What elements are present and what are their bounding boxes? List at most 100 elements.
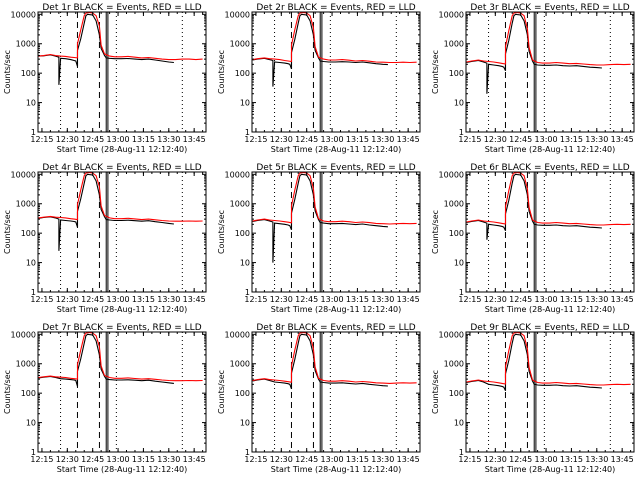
plot-frame bbox=[251, 11, 421, 133]
y-axis-label: Counts/sec bbox=[431, 370, 440, 414]
x-tick-label: 12:30 bbox=[56, 135, 79, 144]
y-tick-label: 1000 bbox=[16, 360, 36, 369]
x-axis-label: Start Time (28-Aug-11 12:12:40) bbox=[57, 465, 188, 474]
y-tick-label: 10 bbox=[454, 259, 464, 268]
x-tick-label: 13:00 bbox=[535, 295, 558, 304]
x-tick-label: 13:45 bbox=[397, 135, 420, 144]
plot-frame bbox=[37, 171, 207, 293]
y-tick-label: 10 bbox=[240, 419, 250, 428]
y-axis-label: Counts/sec bbox=[3, 370, 12, 414]
y-tick-label: 100 bbox=[449, 389, 464, 398]
y-axis-label: Counts/sec bbox=[3, 210, 12, 254]
y-tick-label: 1000 bbox=[16, 40, 36, 49]
panel-title: Det 7r BLACK = Events, RED = LLD bbox=[42, 323, 201, 333]
x-tick-label: 13:15 bbox=[560, 135, 583, 144]
panel-title: Det 4r BLACK = Events, RED = LLD bbox=[42, 163, 201, 173]
series-line-events bbox=[466, 13, 602, 94]
x-tick-label: 13:45 bbox=[183, 455, 206, 464]
series-line-lld bbox=[466, 12, 631, 66]
x-tick-label: 12:30 bbox=[270, 295, 293, 304]
y-tick-label: 10000 bbox=[11, 330, 36, 339]
x-tick-label: 13:15 bbox=[132, 455, 155, 464]
y-tick-label: 100 bbox=[21, 229, 36, 238]
series-line-lld bbox=[252, 172, 417, 225]
series-line-events bbox=[38, 173, 174, 251]
series-line-lld bbox=[38, 172, 203, 222]
x-tick-label: 13:30 bbox=[157, 455, 180, 464]
y-tick-label: 100 bbox=[449, 69, 464, 78]
y-tick-label: 1000 bbox=[444, 360, 464, 369]
x-tick-label: 13:00 bbox=[107, 135, 130, 144]
x-tick-label: 13:00 bbox=[107, 295, 130, 304]
y-tick-label: 100 bbox=[21, 389, 36, 398]
y-tick-label: 100 bbox=[235, 229, 250, 238]
series-line-lld bbox=[466, 332, 631, 386]
x-tick-label: 13:15 bbox=[132, 295, 155, 304]
x-tick-label: 12:30 bbox=[56, 295, 79, 304]
plot-frame bbox=[251, 331, 421, 453]
x-tick-label: 13:45 bbox=[611, 455, 634, 464]
x-axis-label: Start Time (28-Aug-11 12:12:40) bbox=[485, 145, 616, 154]
x-tick-label: 12:45 bbox=[509, 135, 532, 144]
x-tick-label: 13:00 bbox=[321, 295, 344, 304]
y-tick-label: 1 bbox=[459, 128, 464, 137]
y-tick-label: 100 bbox=[235, 389, 250, 398]
y-tick-label: 10000 bbox=[439, 10, 464, 19]
x-tick-label: 13:45 bbox=[183, 295, 206, 304]
x-tick-label: 12:45 bbox=[295, 295, 318, 304]
y-tick-label: 10 bbox=[26, 259, 36, 268]
y-tick-label: 10 bbox=[240, 259, 250, 268]
y-tick-label: 1 bbox=[459, 448, 464, 457]
y-axis-label: Counts/sec bbox=[217, 50, 226, 94]
y-tick-label: 10 bbox=[26, 419, 36, 428]
y-axis-label: Counts/sec bbox=[217, 370, 226, 414]
x-tick-label: 13:45 bbox=[397, 455, 420, 464]
y-axis-label: Counts/sec bbox=[431, 50, 440, 94]
y-tick-label: 1 bbox=[31, 288, 36, 297]
y-tick-label: 1 bbox=[31, 448, 36, 457]
x-tick-label: 13:00 bbox=[321, 135, 344, 144]
y-tick-label: 10000 bbox=[225, 10, 250, 19]
x-axis-label: Start Time (28-Aug-11 12:12:40) bbox=[57, 145, 188, 154]
x-tick-label: 12:30 bbox=[270, 455, 293, 464]
series-line-events bbox=[466, 173, 602, 240]
series-line-lld bbox=[252, 332, 417, 384]
x-tick-label: 12:15 bbox=[244, 295, 267, 304]
x-tick-label: 13:45 bbox=[397, 295, 420, 304]
series-line-lld bbox=[252, 12, 417, 64]
y-tick-label: 1 bbox=[459, 288, 464, 297]
y-tick-label: 1000 bbox=[230, 40, 250, 49]
x-tick-label: 13:15 bbox=[346, 455, 369, 464]
y-tick-label: 100 bbox=[21, 69, 36, 78]
x-axis-label: Start Time (28-Aug-11 12:12:40) bbox=[271, 145, 402, 154]
x-tick-label: 12:45 bbox=[295, 455, 318, 464]
y-tick-label: 10000 bbox=[225, 330, 250, 339]
plot-frame bbox=[37, 11, 207, 133]
x-axis-label: Start Time (28-Aug-11 12:12:40) bbox=[485, 305, 616, 314]
x-tick-label: 12:30 bbox=[484, 455, 507, 464]
x-tick-label: 12:15 bbox=[458, 295, 481, 304]
x-tick-label: 12:15 bbox=[458, 135, 481, 144]
x-tick-label: 13:00 bbox=[107, 455, 130, 464]
y-tick-label: 1000 bbox=[16, 200, 36, 209]
series-line-events bbox=[252, 13, 388, 87]
x-axis-label: Start Time (28-Aug-11 12:12:40) bbox=[271, 465, 402, 474]
x-tick-label: 13:00 bbox=[535, 135, 558, 144]
x-tick-label: 12:15 bbox=[244, 135, 267, 144]
x-tick-label: 13:15 bbox=[132, 135, 155, 144]
y-tick-label: 10 bbox=[26, 99, 36, 108]
panel-title: Det 5r BLACK = Events, RED = LLD bbox=[256, 163, 415, 173]
x-tick-label: 13:00 bbox=[535, 455, 558, 464]
x-tick-label: 13:15 bbox=[560, 455, 583, 464]
series-line-lld bbox=[466, 172, 631, 226]
y-tick-label: 100 bbox=[235, 69, 250, 78]
x-tick-label: 12:45 bbox=[81, 295, 104, 304]
plot-frame bbox=[465, 331, 635, 453]
